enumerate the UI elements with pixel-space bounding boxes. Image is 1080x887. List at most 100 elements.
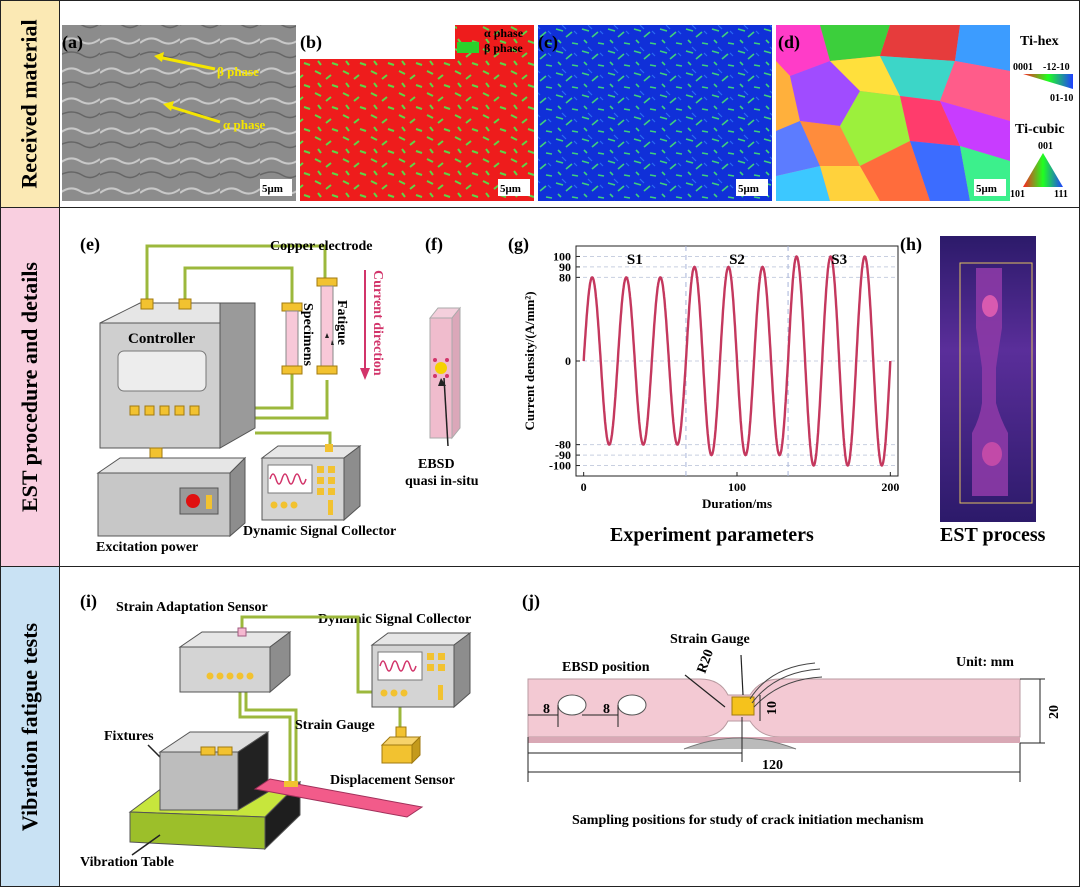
excitation-label: Excitation power	[96, 540, 198, 555]
hex-label-bottom: 01-10	[1050, 93, 1073, 104]
panel-g-tag: (g)	[508, 234, 529, 255]
y-tick-label: 0	[565, 354, 571, 368]
hex-ipf-triangle	[1023, 74, 1073, 89]
row-received-material: Received material (a) β ph	[0, 0, 1080, 208]
wires	[145, 244, 332, 448]
panel-j-tag: (j)	[522, 591, 540, 612]
ebsd-position-label: EBSD position	[562, 660, 650, 675]
strain-gauge-j	[731, 696, 755, 716]
dim-10: 10	[765, 701, 780, 715]
thermal-frame	[959, 262, 1033, 504]
row-label-est: EST procedure and details	[1, 208, 60, 566]
dsc-box	[260, 444, 362, 522]
y-tick-label: -80	[555, 438, 571, 452]
beta-arrowhead	[154, 52, 164, 62]
est-figure: (e)	[80, 234, 1046, 555]
x-tick-label: 100	[728, 480, 746, 494]
displacement-sensor	[380, 726, 422, 765]
copper-electrode-label: Copper electrode	[270, 239, 373, 254]
legend-alpha-swatch	[457, 27, 479, 38]
vibration-table-label: Vibration Table	[80, 855, 174, 870]
ebsd-spot	[435, 362, 447, 374]
controller-box	[99, 298, 256, 494]
current-direction-label: Current direction	[370, 270, 385, 376]
row-label-vibration: Vibration fatigue tests	[1, 567, 60, 886]
cubic-label-left: 101	[1010, 189, 1025, 200]
controller-label: Controller	[128, 331, 196, 347]
panel-a-tag: (a)	[62, 32, 83, 53]
y-tick-label: 90	[559, 260, 571, 274]
x-tick-label: 200	[881, 480, 899, 494]
specimen-plate	[527, 678, 1021, 743]
thermal-caption: EST process	[940, 524, 1046, 546]
alpha-arrow	[167, 104, 221, 124]
row-vibration-fatigue: Vibration fatigue tests (i) Strain Adapt…	[0, 566, 1080, 887]
strain-gauge-label-i: Strain Gauge	[295, 718, 375, 733]
sem-image	[62, 25, 296, 201]
hole-1	[557, 694, 587, 716]
beta-arrow	[157, 55, 216, 71]
cubic-label-top: 001	[1038, 141, 1053, 152]
panel-b-tag: (b)	[300, 32, 322, 53]
cubic-title: Ti-cubic	[1015, 122, 1065, 137]
panel-h: (h) EST process	[900, 234, 1046, 546]
panel-c-tag: (c)	[538, 32, 558, 53]
specimen-holders	[281, 277, 338, 375]
scale-bar-b	[498, 179, 530, 196]
current-arrowhead	[360, 368, 370, 380]
ipf-grains	[776, 25, 1010, 201]
quasi-in-situ-label: quasi in-situ	[405, 474, 479, 489]
legend-alpha-label: α phase	[484, 26, 524, 40]
scale-bar-d	[974, 179, 1006, 196]
fixtures-label: Fixtures	[104, 729, 154, 744]
phase-map	[300, 25, 534, 201]
displacement-label: Displacement Sensor	[330, 773, 455, 788]
scale-bar-c	[736, 179, 768, 196]
kam-map	[538, 25, 772, 201]
series-label-s3: S3	[831, 252, 847, 268]
cubic-ipf-triangle	[1023, 153, 1063, 187]
row-est-procedure: EST procedure and details (e)	[0, 207, 1080, 567]
panel-h-tag: (h)	[900, 234, 922, 255]
hex-label-left: 0001	[1013, 62, 1033, 73]
strain-sensor-box	[178, 627, 292, 694]
y-tick-label: 80	[559, 270, 571, 284]
strain-gauge-i	[284, 781, 298, 787]
panel-e: (e)	[80, 234, 396, 555]
dim-120: 120	[762, 758, 783, 773]
row-title: Vibration fatigue tests	[17, 622, 43, 831]
dim-20: 20	[1047, 705, 1062, 719]
legend-beta-label: β phase	[484, 41, 523, 55]
r20-label: R20	[695, 648, 717, 676]
alpha-label: α phase	[223, 117, 266, 132]
x-tick-label: 0	[581, 480, 587, 494]
notch-arc	[683, 737, 797, 750]
y-tick-label: 100	[553, 249, 571, 263]
scale-label-a: 5μm	[262, 183, 283, 195]
fatigue-label: Fatigue	[334, 300, 349, 345]
specimen-beam	[253, 778, 424, 818]
y-tick-label: -90	[555, 448, 571, 462]
specimen-heat	[972, 268, 1008, 496]
sampling-caption: Sampling positions for study of crack in…	[572, 813, 924, 828]
received-material-figure: (a) β phase α phase 5μm (b) α phase β ph…	[62, 25, 1073, 201]
scale-label-c: 5μm	[738, 183, 759, 195]
panel-e-tag: (e)	[80, 234, 100, 255]
scale-bar-a	[260, 179, 292, 196]
cubic-label-right: 111	[1054, 189, 1068, 200]
series-label-s1: S1	[627, 252, 643, 268]
strain-gauge-label-j: Strain Gauge	[670, 632, 750, 647]
beta-label: β phase	[217, 64, 259, 79]
series-line-s2	[684, 265, 790, 457]
hole-2	[617, 694, 647, 716]
scale-label-d: 5μm	[976, 183, 997, 195]
panel-a: (a) β phase α phase 5μm	[62, 25, 296, 201]
y-axis-label: Current density/(A/mm²)	[522, 291, 537, 430]
dimension-lines	[527, 678, 1045, 782]
legend-beta-swatch	[457, 42, 479, 53]
excitation-power-box	[96, 456, 247, 538]
row-title: Received material	[17, 19, 43, 189]
panel-b: (b) α phase β phase 5μm	[300, 25, 534, 201]
